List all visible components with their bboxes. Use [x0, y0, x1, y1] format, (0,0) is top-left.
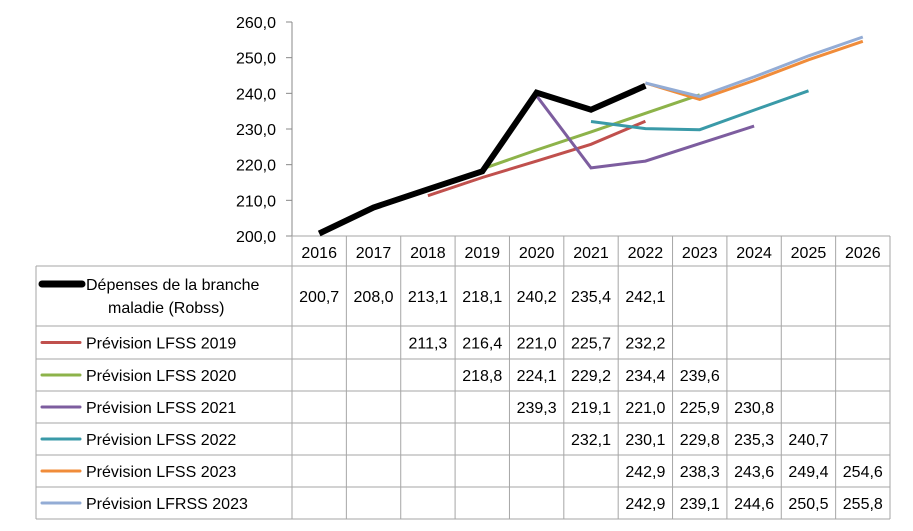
data-label: 230,1: [625, 432, 665, 449]
data-label: 254,6: [843, 464, 883, 481]
data-label: 221,0: [517, 336, 557, 353]
data-label: 219,1: [571, 400, 611, 417]
data-label: 249,4: [788, 464, 828, 481]
series-line: [644, 39, 864, 101]
data-label: 221,0: [625, 400, 665, 417]
y-tick-label: 210,0: [236, 193, 276, 210]
legend-label: Prévision LFSS 2021: [86, 400, 236, 417]
data-label: 225,9: [680, 400, 720, 417]
data-label: 242,9: [625, 464, 665, 481]
x-category-label: 2023: [682, 245, 718, 262]
legend-label: Prévision LFRSS 2023: [86, 496, 248, 513]
series-line: [317, 83, 647, 237]
data-label: 229,2: [571, 368, 611, 385]
data-label: 235,4: [571, 289, 611, 306]
y-tick-label: 250,0: [236, 51, 276, 68]
legend-label: Prévision LFSS 2019: [86, 336, 236, 353]
series-line: [427, 119, 646, 198]
y-tick-label: 220,0: [236, 158, 276, 175]
x-category-label: 2017: [356, 245, 392, 262]
data-label: 255,8: [843, 496, 883, 513]
data-label: 232,2: [625, 336, 665, 353]
x-category-label: 2018: [410, 245, 446, 262]
data-label: 232,1: [571, 432, 611, 449]
y-tick-label: 260,0: [236, 15, 276, 32]
data-label: 218,1: [462, 289, 502, 306]
data-label: 211,3: [408, 336, 447, 353]
legend-label: Prévision LFSS 2022: [86, 432, 236, 449]
series-line: [590, 89, 810, 132]
data-label: 218,8: [462, 368, 502, 385]
series-line: [481, 93, 701, 171]
x-category-label: 2025: [791, 245, 827, 262]
series-line: [645, 35, 864, 99]
data-label: 224,1: [517, 368, 557, 385]
data-label: 229,8: [680, 432, 720, 449]
data-label: 242,1: [625, 289, 665, 306]
data-label: 213,1: [408, 289, 448, 306]
series-line: [535, 94, 755, 170]
data-label: 216,4: [462, 336, 502, 353]
x-category-label: 2019: [464, 245, 500, 262]
legend-label: Prévision LFSS 2023: [86, 464, 236, 481]
data-label: 239,6: [680, 368, 720, 385]
data-label: 235,3: [734, 432, 774, 449]
legend-label: Dépenses de la branche: [86, 277, 260, 294]
legend-label: maladie (Robss): [108, 300, 224, 317]
data-label: 240,7: [788, 432, 828, 449]
x-category-label: 2020: [519, 245, 555, 262]
x-category-label: 2021: [573, 245, 609, 262]
y-tick-label: 230,0: [236, 122, 276, 139]
data-label: 234,4: [625, 368, 665, 385]
x-category-label: 2022: [628, 245, 664, 262]
data-label: 250,5: [788, 496, 828, 513]
y-tick-label: 240,0: [236, 86, 276, 103]
y-tick-label: 200,0: [236, 229, 276, 246]
x-category-label: 2016: [301, 245, 337, 262]
x-category-label: 2024: [736, 245, 772, 262]
data-label: 208,0: [354, 289, 394, 306]
data-label: 239,3: [517, 400, 557, 417]
data-label: 240,2: [517, 289, 557, 306]
legend-label: Prévision LFSS 2020: [86, 368, 236, 385]
x-category-label: 2026: [845, 245, 881, 262]
data-label: 200,7: [299, 289, 339, 306]
data-label: 243,6: [734, 464, 774, 481]
data-label: 239,1: [680, 496, 720, 513]
data-label: 244,6: [734, 496, 774, 513]
data-label: 230,8: [734, 400, 774, 417]
data-label: 225,7: [571, 336, 611, 353]
data-label: 242,9: [625, 496, 665, 513]
data-label: 238,3: [680, 464, 720, 481]
